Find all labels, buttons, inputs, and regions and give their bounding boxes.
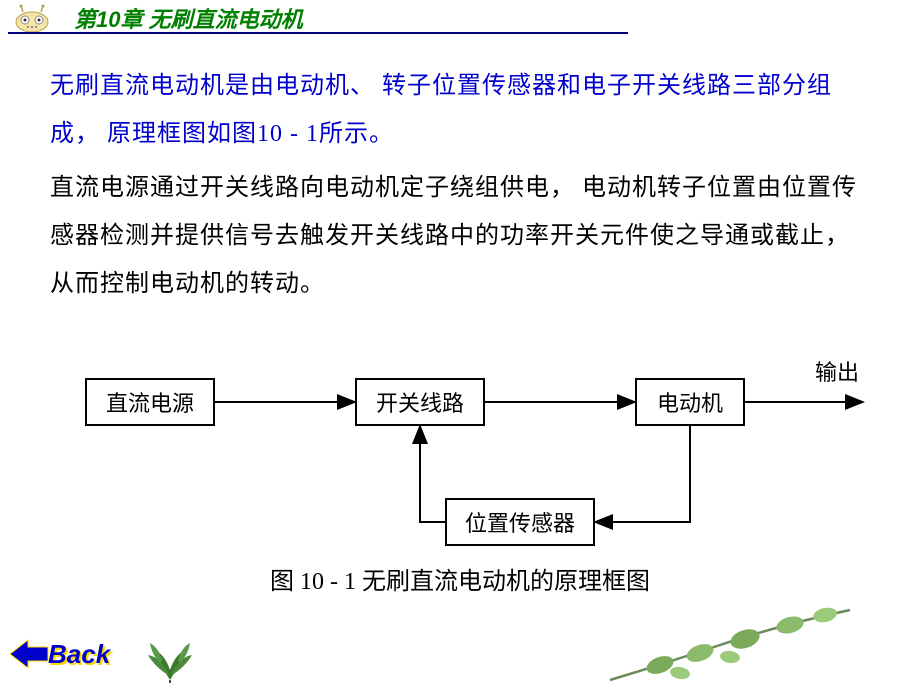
slide-header: 第10章 无刷直流电动机 bbox=[0, 0, 920, 34]
robot-icon bbox=[8, 3, 56, 33]
figure-caption: 图 10 - 1 无刷直流电动机的原理框图 bbox=[0, 561, 920, 596]
diagram-node: 电动机 bbox=[635, 378, 745, 426]
diagram-node: 开关线路 bbox=[355, 378, 485, 426]
block-diagram: 直流电源 开关线路 电动机位置传感器 输出 bbox=[45, 343, 875, 553]
leaf-decoration bbox=[140, 625, 220, 690]
diagram-node: 位置传感器 bbox=[445, 498, 595, 546]
back-arrow-icon bbox=[8, 638, 50, 670]
plant-decoration bbox=[600, 595, 860, 690]
header-underline bbox=[8, 32, 628, 34]
chapter-title: 第10章 无刷直流电动机 bbox=[74, 2, 303, 34]
diagram-node: 直流电源 bbox=[85, 378, 215, 426]
back-label: Back bbox=[48, 639, 110, 670]
body-paragraph: 直流电源通过开关线路向电动机定子绕组供电， 电动机转子位置由位置传感器检测并提供… bbox=[50, 164, 870, 308]
diagram-output-label: 输出 bbox=[815, 355, 859, 387]
back-button[interactable]: Back bbox=[8, 638, 110, 670]
content-area: 无刷直流电动机是由电动机、 转子位置传感器和电子开关线路三部分组成， 原理框图如… bbox=[0, 34, 920, 308]
intro-paragraph: 无刷直流电动机是由电动机、 转子位置传感器和电子开关线路三部分组成， 原理框图如… bbox=[50, 62, 870, 158]
